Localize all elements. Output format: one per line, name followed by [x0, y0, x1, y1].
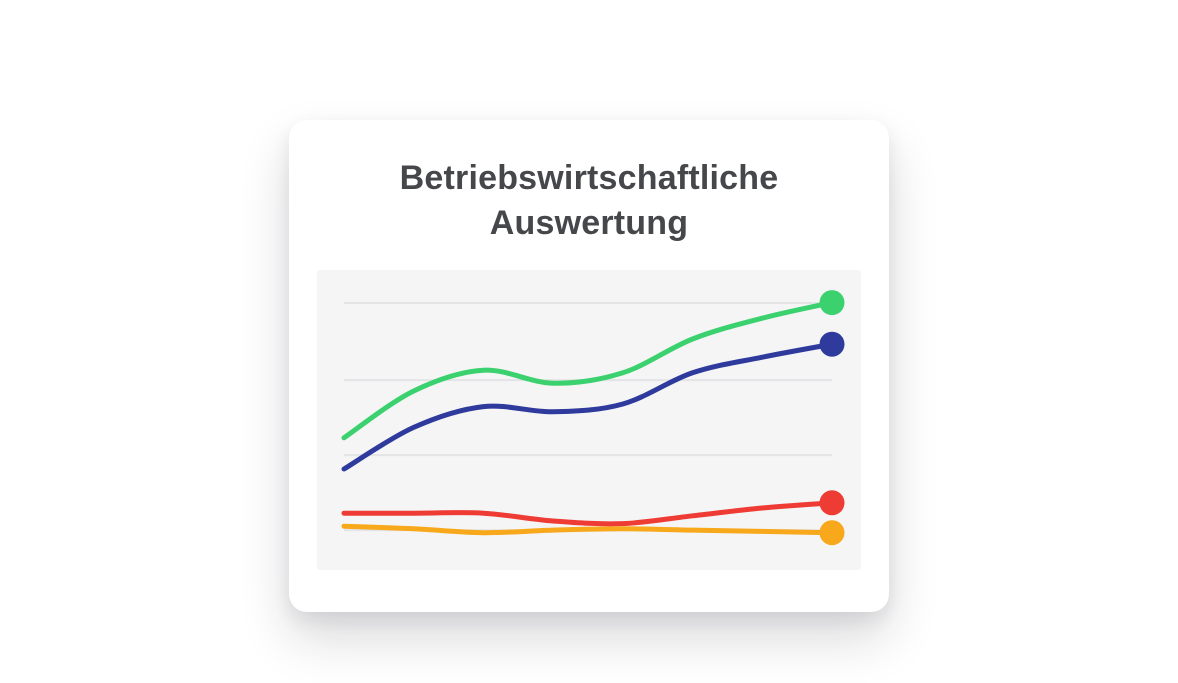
series-line-red: [341, 500, 835, 527]
series-end-dot-red: [819, 490, 845, 516]
series-end-dot-orange: [819, 519, 845, 545]
bwa-card: Betriebswirtschaftliche Auswertung: [289, 120, 889, 612]
series-end-dot-green: [819, 289, 845, 315]
series-end-dot-blue: [819, 331, 845, 357]
series-line-green: [341, 299, 835, 441]
series-line-orange: [341, 523, 835, 535]
chart-canvas: [341, 289, 845, 545]
chart-title: Betriebswirtschaftliche Auswertung: [399, 159, 779, 242]
series-line-blue: [341, 341, 835, 472]
bwa-line-chart: [317, 269, 861, 570]
